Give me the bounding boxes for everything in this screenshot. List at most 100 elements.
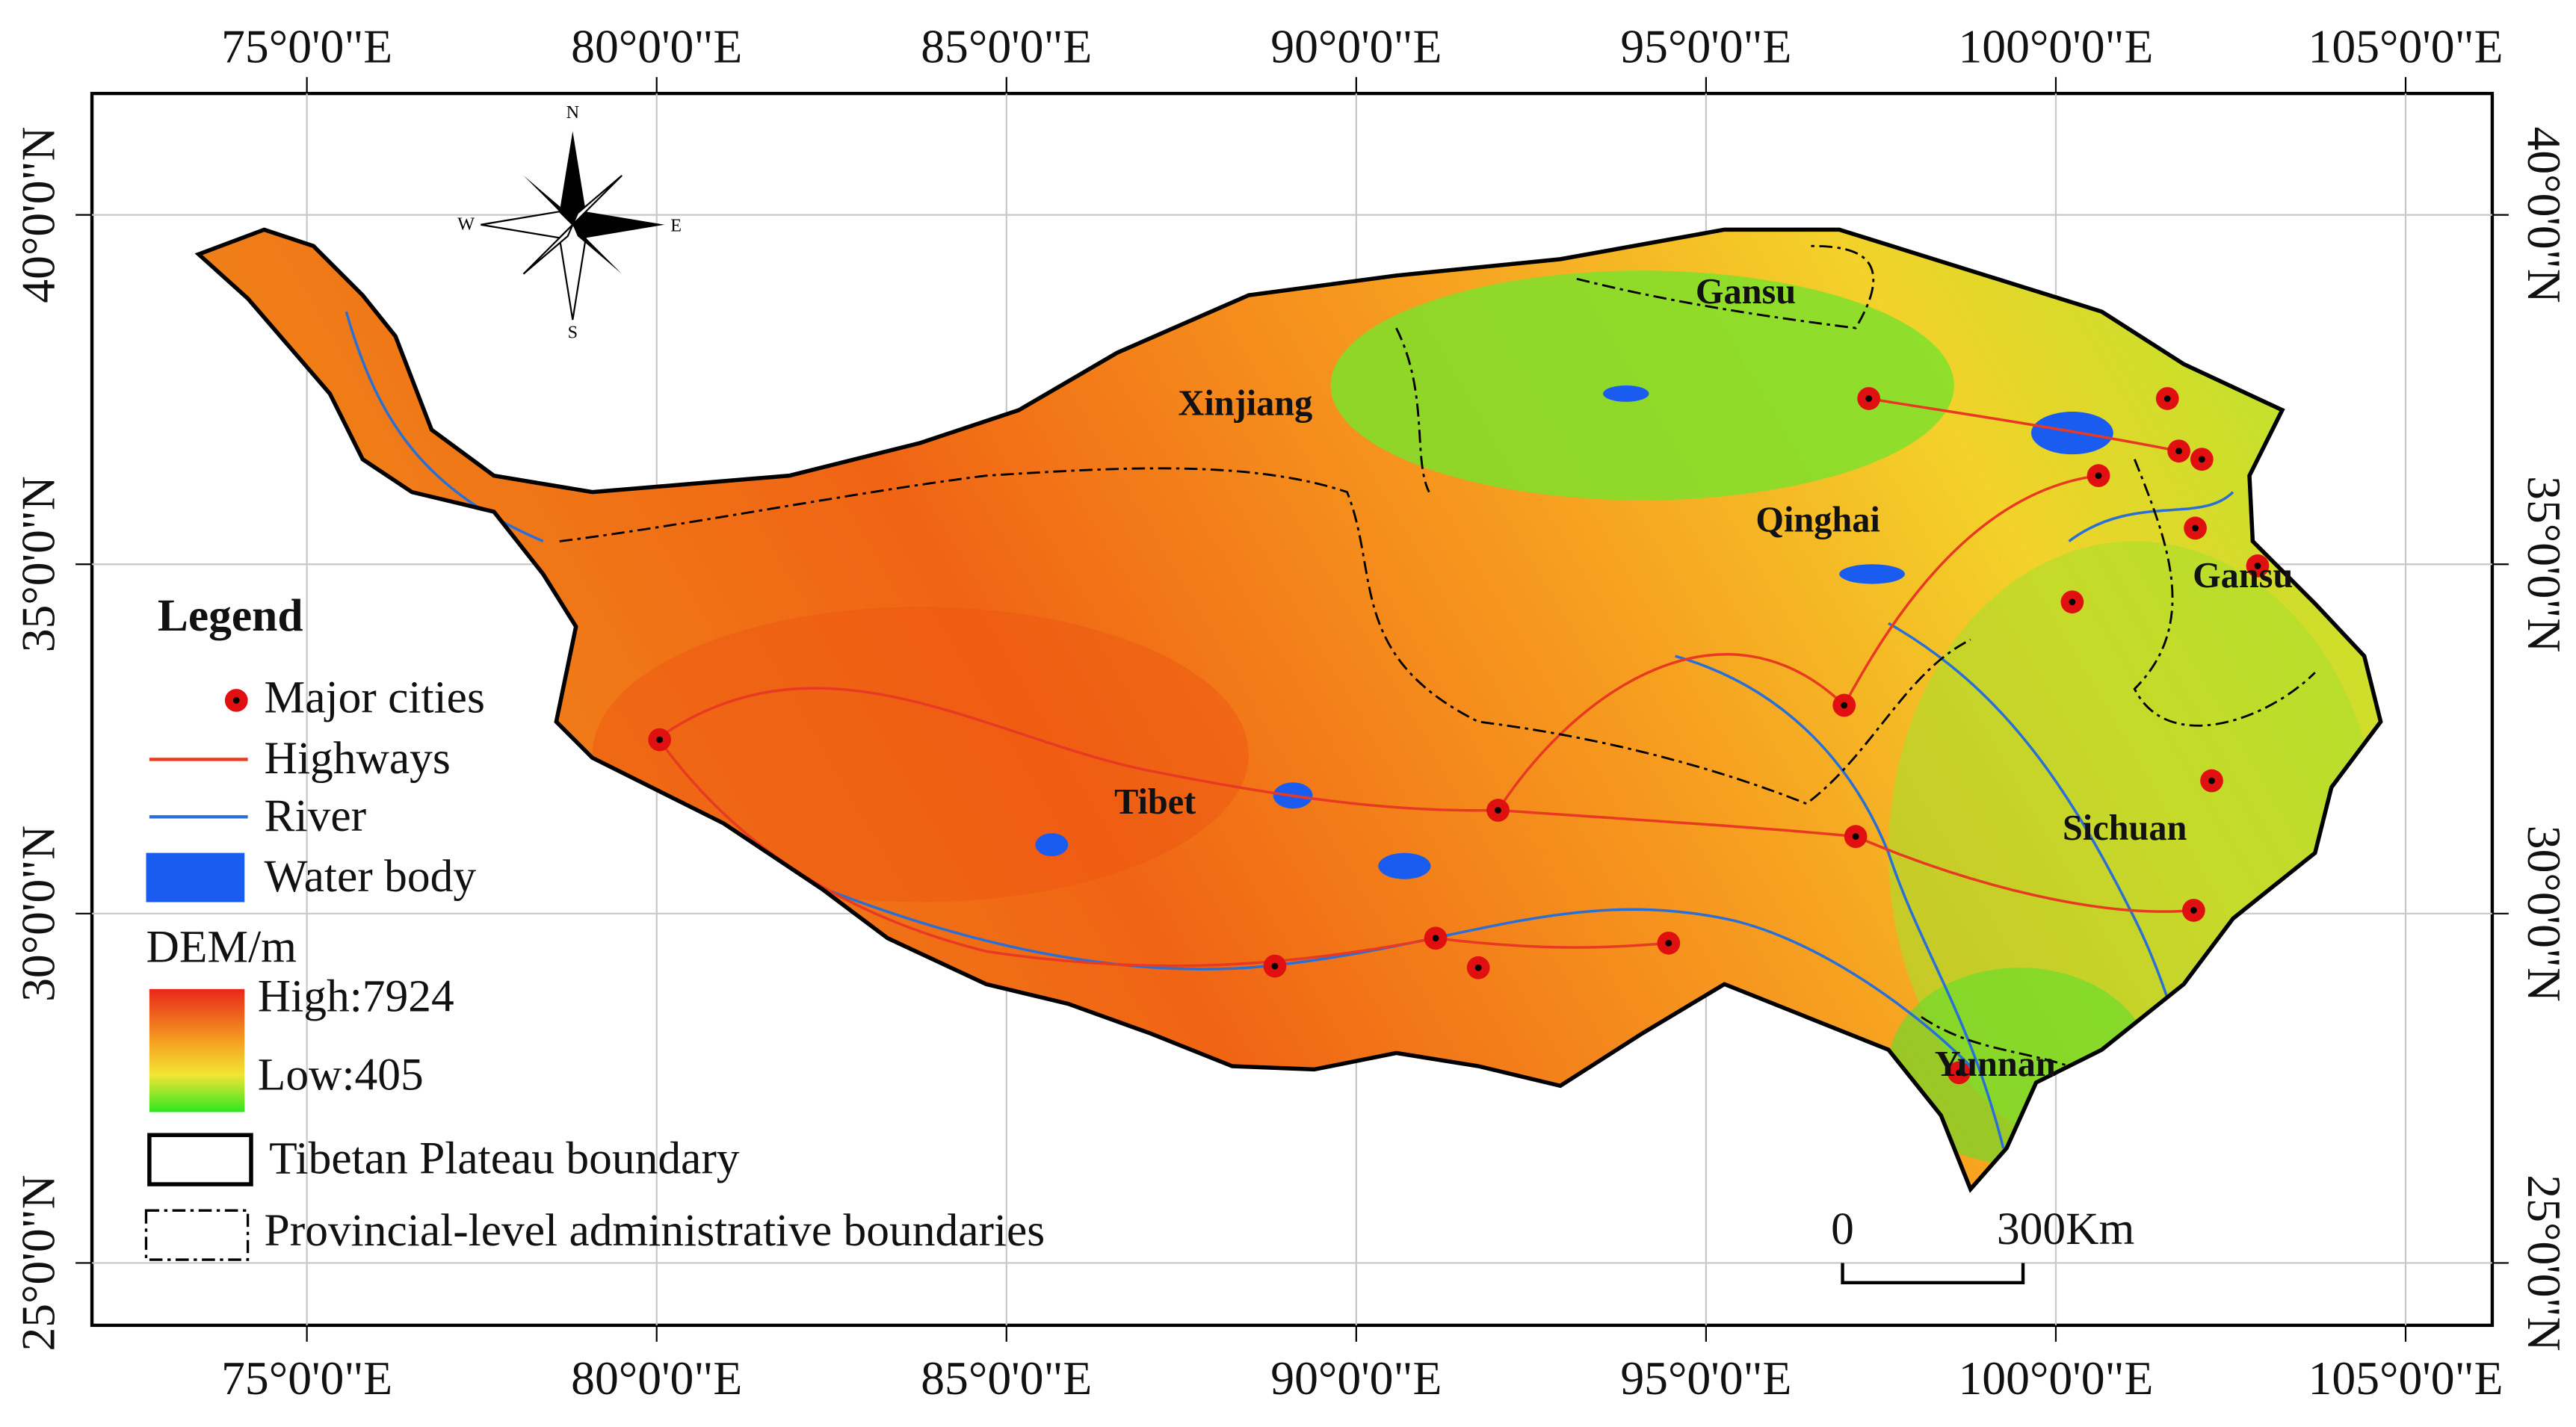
compass-arrow	[523, 175, 573, 225]
provincial-boundaries	[559, 244, 2316, 1068]
legend-water-symbol	[146, 852, 245, 903]
city-dot	[2190, 907, 2197, 914]
lon-label-top: 75°0'0"E	[221, 19, 392, 72]
cities	[648, 387, 2270, 1085]
lon-label-bottom: 75°0'0"E	[221, 1352, 392, 1405]
city-dot	[1432, 935, 1439, 942]
lat-label-right: 30°0'0"N	[2518, 826, 2571, 1002]
scale-start: 0	[1831, 1204, 1854, 1254]
legend-dem-high: High:7924	[258, 971, 454, 1021]
lat-label-left: 40°0'0"N	[12, 126, 65, 303]
highland	[592, 607, 1249, 903]
map-feature	[1035, 833, 1069, 856]
lon-label-bottom: 85°0'0"E	[921, 1352, 1092, 1405]
city-dot	[2095, 472, 2102, 480]
map-feature	[1839, 564, 1905, 584]
lon-label-bottom: 105°0'0"E	[2308, 1352, 2504, 1405]
lon-label-bottom: 95°0'0"E	[1620, 1352, 1791, 1405]
lat-label-right: 35°0'0"N	[2518, 476, 2571, 652]
city-dot	[1841, 702, 1848, 709]
lon-label-bottom: 80°0'0"E	[571, 1352, 742, 1405]
legend-provincial-symbol	[144, 1209, 250, 1261]
map-feature	[559, 467, 1971, 805]
lat-label-left: 25°0'0"N	[12, 1174, 65, 1351]
city-dot	[1956, 1069, 1962, 1077]
city-dot	[2198, 456, 2205, 463]
legend-city-symbol	[232, 697, 240, 704]
map-feature	[1395, 327, 1430, 493]
legend-dem-title: DEM/m	[146, 921, 296, 972]
map-feature	[1921, 1015, 2069, 1068]
city-dot	[1665, 939, 1672, 947]
region-label: Qinghai	[1755, 500, 1880, 539]
legend-boundary-symbol	[147, 1133, 253, 1186]
lon-label-bottom: 100°0'0"E	[1958, 1352, 2153, 1405]
compass-s: S	[568, 322, 578, 342]
city-dot	[2069, 598, 2076, 606]
lat-label-left: 35°0'0"N	[12, 476, 65, 652]
city-dot	[2175, 448, 2182, 455]
map-feature	[1576, 244, 1875, 329]
basin	[1330, 270, 1954, 501]
city-dot	[1474, 964, 1482, 971]
lon-label-bottom: 90°0'0"E	[1270, 1352, 1442, 1405]
region-label: Sichuan	[2063, 808, 2187, 848]
legend-item: River	[265, 790, 367, 841]
lon-label-top: 85°0'0"E	[921, 19, 1092, 72]
lat-label-left: 30°0'0"N	[12, 826, 65, 1002]
city-dot	[1495, 807, 1501, 814]
map-feature	[1868, 397, 2179, 453]
scale-line	[1841, 1263, 2025, 1284]
legend-item: Tibetan Plateau boundary	[269, 1133, 740, 1184]
compass-n: N	[566, 102, 579, 123]
legend-item: Highways	[265, 733, 451, 784]
region-label: Yunnan	[1935, 1044, 2056, 1084]
legend-dem-low: Low:405	[258, 1050, 424, 1101]
compass-w: W	[457, 214, 475, 234]
scale-bar: 0 300Km	[1831, 1204, 2134, 1284]
compass-arrow	[572, 211, 665, 238]
map-feature	[1675, 654, 2005, 1149]
city-dot	[656, 736, 664, 743]
water-bodies	[1035, 385, 2113, 879]
lat-label-right: 25°0'0"N	[2518, 1174, 2571, 1351]
city-dot	[1865, 395, 1873, 402]
city-dot	[1271, 962, 1279, 970]
compass-arrow	[522, 223, 574, 275]
map-feature	[2068, 491, 2234, 542]
compass-arrow	[559, 131, 586, 225]
lon-label-top: 95°0'0"E	[1620, 19, 1791, 72]
compass-arrow	[572, 175, 623, 226]
map-feature	[2133, 459, 2316, 727]
compass-arrow	[572, 224, 623, 274]
legend-item: Provincial-level administrative boundari…	[265, 1205, 1045, 1256]
region-labels: Gansu Xinjiang Qinghai Gansu Tibet Sichuan Yun…	[1114, 272, 2293, 1084]
region-label: Gansu	[2193, 556, 2293, 595]
lon-label-top: 100°0'0"E	[1958, 19, 2153, 72]
region-label: Xinjiang	[1179, 383, 1313, 423]
map-feature	[657, 687, 1856, 838]
compass-e: E	[670, 216, 682, 236]
map-feature	[1603, 385, 1649, 402]
map-feature	[1378, 852, 1431, 879]
lat-label-right: 40°0'0"N	[2518, 126, 2571, 303]
map-feature	[2031, 412, 2113, 455]
latitude-labels: 25°0'0"N 25°0'0"N 30°0'0"N 30°0'0"N 35°0'0"N…	[12, 126, 2572, 1351]
compass: N S E W	[457, 102, 682, 342]
city-dot	[2254, 563, 2261, 569]
city-dot	[1852, 833, 1859, 841]
city-dot	[2163, 395, 2171, 402]
city-dot	[2192, 524, 2199, 532]
region-label: Gansu	[1696, 272, 1796, 312]
legend-title: Legend	[158, 590, 303, 641]
longitude-labels: 75°0'0"E 75°0'0"E 80°0'0"E 80°0'0"E 85°0'0"E…	[221, 19, 2503, 1405]
lon-label-top: 90°0'0"E	[1270, 19, 1442, 72]
legend: Legend Major cities Highways River Water…	[144, 590, 1045, 1261]
lon-label-top: 80°0'0"E	[571, 19, 742, 72]
legend-item: Water body	[265, 851, 477, 902]
region-label: Tibet	[1114, 782, 1196, 822]
map-feature	[1855, 835, 2194, 913]
legend-item: Major cities	[265, 672, 485, 723]
